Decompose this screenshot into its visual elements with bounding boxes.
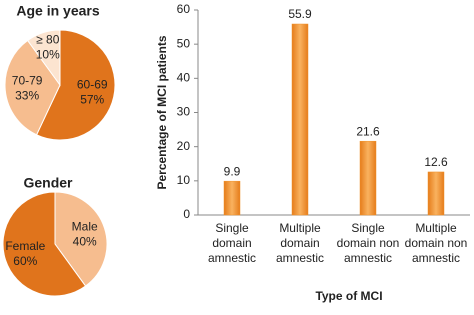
y-axis-title: Percentage of MCI patients	[155, 35, 169, 189]
value-label: 9.9	[224, 164, 241, 178]
pie-slice	[4, 39, 61, 136]
bar	[291, 23, 309, 216]
bar	[223, 180, 241, 216]
y-tick-label: 10	[177, 173, 191, 187]
bar	[427, 171, 445, 216]
x-tick-label: domain	[280, 236, 319, 250]
pie-slice	[54, 191, 108, 287]
slice-value-label: 57%	[80, 92, 104, 106]
x-tick-label: amnestic	[344, 251, 392, 265]
slice-label: Male	[72, 220, 98, 234]
y-tick-label: 60	[177, 2, 191, 16]
pie-slice	[26, 29, 61, 87]
slice-label: 70-79	[12, 73, 43, 87]
y-tick-label: 30	[177, 105, 191, 119]
x-tick-label: amnestic	[412, 251, 460, 265]
pie-slice	[35, 29, 116, 141]
slice-value-label: 10%	[36, 48, 60, 62]
x-tick-label: Multiple	[279, 221, 321, 235]
chart-title: Gender	[23, 175, 73, 191]
y-tick-label: 20	[177, 139, 191, 153]
slice-value-label: 40%	[73, 235, 97, 249]
bar	[359, 140, 377, 216]
x-tick-label: amnestic	[276, 251, 324, 265]
value-label: 55.9	[288, 7, 312, 21]
slice-label: Female	[5, 239, 45, 253]
x-axis-title: Type of MCI	[315, 289, 382, 303]
value-label: 21.6	[356, 124, 380, 138]
x-tick-label: domain non	[337, 236, 400, 250]
x-tick-label: domain	[212, 236, 251, 250]
y-tick-label: 40	[177, 71, 191, 85]
value-label: 12.6	[424, 155, 448, 169]
x-tick-label: domain non	[405, 236, 468, 250]
x-tick-label: Single	[215, 221, 249, 235]
slice-label: ≥ 80	[36, 33, 60, 47]
y-tick-label: 0	[183, 207, 190, 221]
chart-title: Age in years	[16, 3, 99, 19]
y-tick-label: 50	[177, 36, 191, 50]
x-tick-label: Multiple	[415, 221, 457, 235]
pie-slice	[2, 191, 87, 297]
slice-value-label: 33%	[15, 88, 39, 102]
x-tick-label: amnestic	[208, 251, 256, 265]
slice-label: 60-69	[77, 77, 108, 91]
x-tick-label: Single	[351, 221, 385, 235]
slice-value-label: 60%	[13, 254, 37, 268]
